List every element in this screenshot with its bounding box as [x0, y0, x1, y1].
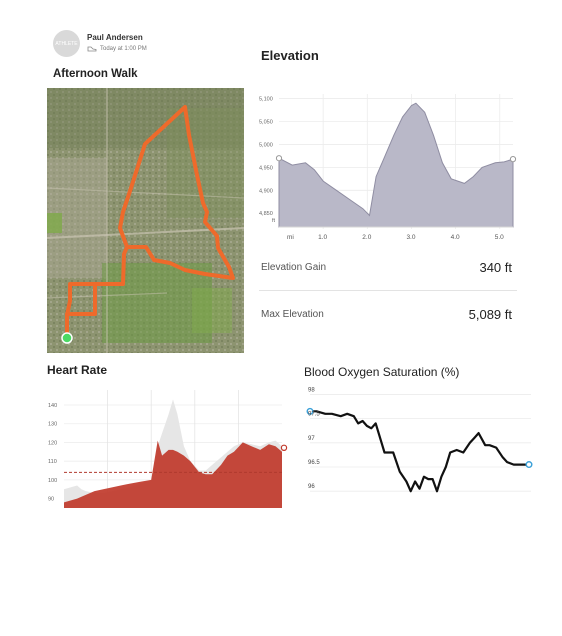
workout-time: Today at 1:00 PM: [100, 45, 147, 52]
heart-rate-title: Heart Rate: [47, 363, 108, 377]
avatar[interactable]: ATHLETE: [53, 30, 80, 57]
workout-title: Afternoon Walk: [53, 68, 138, 80]
heart-rate-end-marker: [280, 444, 288, 452]
user-name[interactable]: Paul Andersen: [87, 33, 143, 42]
max-elevation-label: Max Elevation: [261, 309, 324, 320]
spo2-chart[interactable]: 98 97.5 97 96.5 96: [300, 384, 536, 504]
elevation-x-tick: 3.0: [406, 234, 415, 241]
elevation-gain-label: Elevation Gain: [261, 262, 327, 273]
start-marker[interactable]: [61, 332, 73, 344]
elevation-y-tick: 5,100: [259, 97, 273, 103]
route-map[interactable]: [47, 88, 244, 353]
stats-divider: [259, 290, 517, 291]
spo2-y-tick: 96.5: [308, 460, 320, 466]
elevation-area: [278, 102, 514, 228]
spo2-start-marker: [306, 407, 314, 415]
elevation-title: Elevation: [261, 48, 319, 63]
elevation-y-tick: 5,050: [259, 120, 273, 126]
heart-rate-y-tick: 120: [48, 440, 57, 446]
workout-time-row: Today at 1:00 PM: [87, 45, 147, 52]
spo2-y-tick: 98: [308, 387, 315, 393]
elevation-x-tick: 1.0: [318, 234, 327, 241]
elevation-x-tick: 4.0: [451, 234, 460, 241]
heart-rate-y-tick: 100: [48, 478, 57, 484]
elevation-end-marker: [509, 156, 517, 163]
elevation-y-tick: 4,900: [259, 188, 273, 194]
heart-rate-chart[interactable]: 140 130 120 110 100 90: [44, 386, 290, 512]
elevation-y-tick: 4,950: [259, 165, 273, 171]
heart-rate-y-tick: 90: [48, 497, 54, 503]
elevation-x-tick: 2.0: [362, 234, 371, 241]
shoe-icon: [87, 46, 97, 52]
heart-rate-area: [64, 440, 282, 508]
elevation-gain-value: 340 ft: [479, 260, 512, 275]
elevation-x-unit: mi: [287, 234, 294, 241]
max-elevation-value: 5,089 ft: [468, 307, 512, 322]
elevation-chart[interactable]: 5,100 5,050 5,000 4,950 4,900 4,850 ft mi 1.0…: [257, 86, 519, 246]
spo2-y-tick: 97: [308, 436, 315, 442]
spo2-y-tick: 96: [308, 484, 315, 490]
heart-rate-y-tick: 140: [48, 403, 57, 409]
elevation-y-unit: ft: [272, 218, 276, 224]
spo2-title: Blood Oxygen Saturation (%): [304, 365, 460, 379]
avatar-label: ATHLETE: [55, 40, 78, 47]
spo2-y-tick: 97.5: [308, 412, 320, 418]
heart-rate-y-tick: 130: [48, 422, 57, 428]
heart-rate-y-tick: 110: [48, 459, 57, 465]
spo2-line: [310, 410, 529, 493]
elevation-y-tick: 5,000: [259, 142, 273, 148]
elevation-y-tick: 4,850: [259, 211, 273, 217]
spo2-end-marker: [525, 461, 533, 469]
elevation-start-marker: [275, 155, 283, 162]
map-canvas: [47, 88, 244, 353]
route-line: [65, 105, 235, 339]
elevation-x-tick: 5.0: [495, 234, 504, 241]
